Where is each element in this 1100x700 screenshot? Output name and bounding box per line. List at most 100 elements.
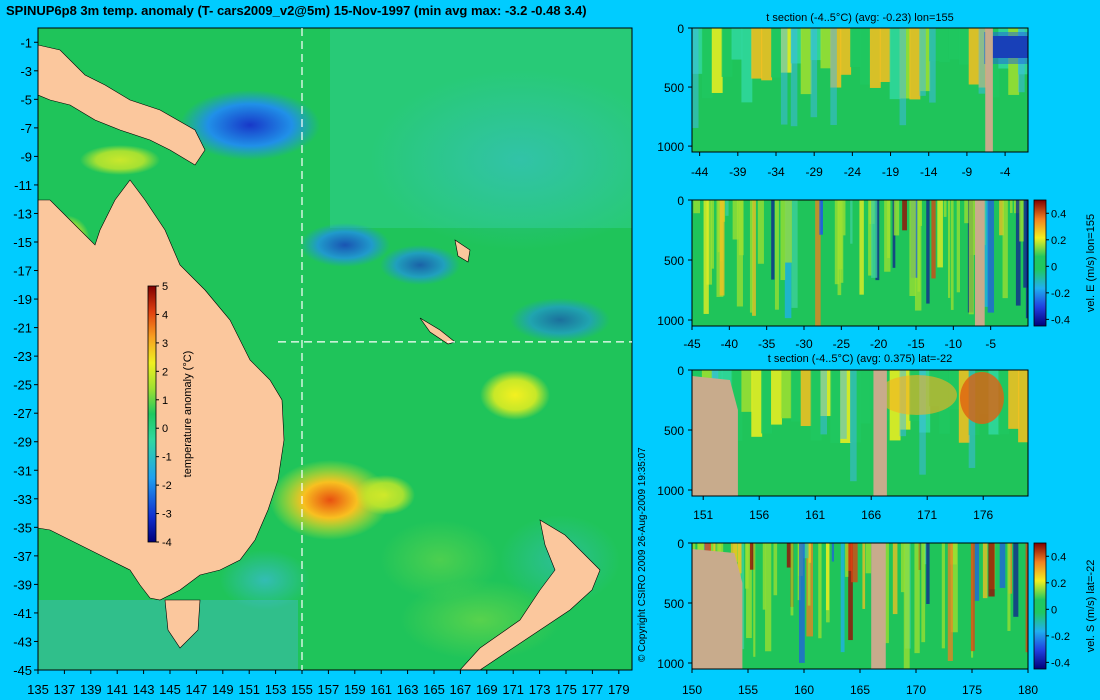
map-colorbar-tick-label: 4: [162, 309, 168, 321]
map-y-tick-label: -23: [13, 349, 32, 364]
panel2-colorbar-tick-label: 0.4: [1051, 208, 1066, 220]
map-field: [38, 28, 632, 670]
map-x-tick-label: 145: [159, 682, 181, 697]
panel3-frame: [691, 369, 1029, 497]
map-colorbar-tick-label: -4: [162, 537, 172, 549]
map-y-tick-label: -39: [13, 577, 32, 592]
panel2-field: [692, 200, 1028, 326]
panel4-colorbar-tick-label: 0.4: [1051, 551, 1066, 563]
panel2-x-tick-label: -35: [758, 337, 776, 351]
panel2-colorbar-tick-label: -0.2: [1051, 288, 1070, 300]
panel3-x-tick-label: 156: [749, 508, 769, 522]
map-colorbar-tick-label: 2: [162, 366, 168, 378]
map-x-tick-label: 171: [502, 682, 524, 697]
map-x-tick-label: 159: [344, 682, 366, 697]
map-x-tick-label: 165: [423, 682, 445, 697]
panel1-x-tick-label: -4: [1000, 165, 1011, 179]
panel2-y-tick-label: 0: [677, 194, 684, 208]
panel2-x-tick-label: -30: [795, 337, 813, 351]
panel1-x-tick-label: -29: [806, 165, 824, 179]
map-x-tick-label: 143: [133, 682, 155, 697]
map-x-tick-label: 153: [265, 682, 287, 697]
map-x-tick-label: 173: [529, 682, 551, 697]
map-x-tick-label: 151: [238, 682, 260, 697]
panel2-colorbar-tick-label: -0.4: [1051, 314, 1070, 326]
panel1-x-tick-label: -39: [729, 165, 747, 179]
map-colorbar-tick-label: -3: [162, 509, 172, 521]
section-lines: [278, 28, 632, 670]
map-y-tick-label: -43: [13, 634, 32, 649]
panel2-colorbar-tick-label: 0.2: [1051, 235, 1066, 247]
panel3-y-tick-label: 500: [664, 424, 684, 438]
panel2-x-tick-label: -20: [870, 337, 888, 351]
panel2-x-tick-label: -40: [721, 337, 739, 351]
panel1-field: [692, 28, 1028, 152]
panel3-topography: [873, 370, 887, 496]
panel4-colorbar-tick-label: -0.2: [1051, 631, 1070, 643]
panel-temp-lon155: t section (-4..5°C) (avg: -0.23) lon=155…: [657, 12, 1029, 179]
map-x-tick-label: 147: [186, 682, 208, 697]
map-colorbar-tick-label: -1: [162, 452, 172, 464]
map-y-tick-label: -17: [13, 264, 32, 279]
map-colorbar: 5 4 3 2 1 0 -1 -2 -3 -4 temperature anomaly (°C): [147, 281, 194, 549]
panel1-title: t section (-4..5°C) (avg: -0.23) lon=155: [766, 12, 954, 24]
panel2-x-tick-label: -10: [945, 337, 963, 351]
map-x-tick-label: 157: [318, 682, 340, 697]
map-y-tick-label: -45: [13, 663, 32, 678]
panel4-y-tick-label: 500: [664, 597, 684, 611]
panel4-topography: [692, 549, 743, 669]
map-y-tick-label: -25: [13, 378, 32, 393]
panel3-x-tick-label: 171: [917, 508, 937, 522]
map-x-tick-label: 177: [582, 682, 604, 697]
panel4-x-tick-label: 155: [738, 683, 758, 697]
panel4-x-tick-label: 175: [962, 683, 982, 697]
map-x-tick-label: 175: [555, 682, 577, 697]
map-x-tick-label: 149: [212, 682, 234, 697]
map-x-tick-label: 141: [106, 682, 128, 697]
panel-vel-e-lon155: -45 -40 -35 -30 -25 -20 -15 -10 -5 0 500 1000 0.4 0.2…: [657, 194, 1097, 351]
panel1-topography: [985, 28, 993, 152]
panel4-colorbar-tick-label: 0.2: [1051, 578, 1066, 590]
map-colorbar-bar: [147, 285, 157, 543]
panel2-colorbar-bar: [1033, 199, 1047, 327]
map-x-tick-label: 167: [450, 682, 472, 697]
panel1-x-tick-label: -34: [767, 165, 785, 179]
panel2-x-tick-label: -15: [907, 337, 925, 351]
panel1-frame: [691, 27, 1029, 153]
map-x-tick-label: 137: [54, 682, 76, 697]
panel1-x-tick-label: -9: [962, 165, 973, 179]
map-colorbar-label: temperature anomaly (°C): [182, 351, 194, 478]
panel4-colorbar-bar: [1033, 542, 1047, 670]
panel3-x-tick-label: 151: [693, 508, 713, 522]
map-y-tick-label: -35: [13, 520, 32, 535]
map-colorbar-tick-label: -2: [162, 480, 172, 492]
panel3-x-tick-label: 176: [973, 508, 993, 522]
map-y-tick-label: -29: [13, 435, 32, 450]
panel4-y-tick-label: 0: [677, 537, 684, 551]
panel4-y-tick-label: 1000: [657, 657, 684, 671]
map-x-tick-label: 163: [397, 682, 419, 697]
panel2-colorbar-label: vel. E (m/s) lon=155: [1085, 214, 1097, 312]
map-x-tick-label: 135: [27, 682, 49, 697]
map-y-tick-label: -3: [20, 64, 32, 79]
panel1-x-tick-label: -24: [844, 165, 862, 179]
panel4-colorbar-tick-label: 0: [1051, 604, 1057, 616]
map-axes: 135 137 139 141 143 145 147 149 151 153 155 157 159 1…: [13, 35, 629, 697]
panel3-field: [692, 370, 1028, 496]
panel1-y-tick-label: 0: [677, 22, 684, 36]
map-y-tick-label: -21: [13, 321, 32, 336]
panel1-y-tick-label: 500: [664, 81, 684, 95]
panel1-x-tick-label: -44: [691, 165, 709, 179]
panel2-x-tick-label: -5: [985, 337, 996, 351]
main-title: SPINUP6p8 3m temp. anomaly (T- cars2009_…: [6, 3, 587, 18]
panel2-y-tick-label: 1000: [657, 314, 684, 328]
panel4-colorbar-label: vel. S (m/s) lat=-22: [1085, 560, 1097, 653]
map-y-tick-label: -13: [13, 206, 32, 221]
map-y-tick-label: -7: [20, 121, 32, 136]
panel1-y-tick-label: 1000: [657, 140, 684, 154]
map-y-tick-label: -31: [13, 463, 32, 478]
map-x-tick-label: 155: [291, 682, 313, 697]
panel4-x-tick-label: 150: [682, 683, 702, 697]
panel-vel-s-lat-22: 150 155 160 165 170 175 180 0 500 1000 0.4 0.2 0 -0.2…: [657, 537, 1097, 697]
panel4-x-tick-label: 165: [850, 683, 870, 697]
